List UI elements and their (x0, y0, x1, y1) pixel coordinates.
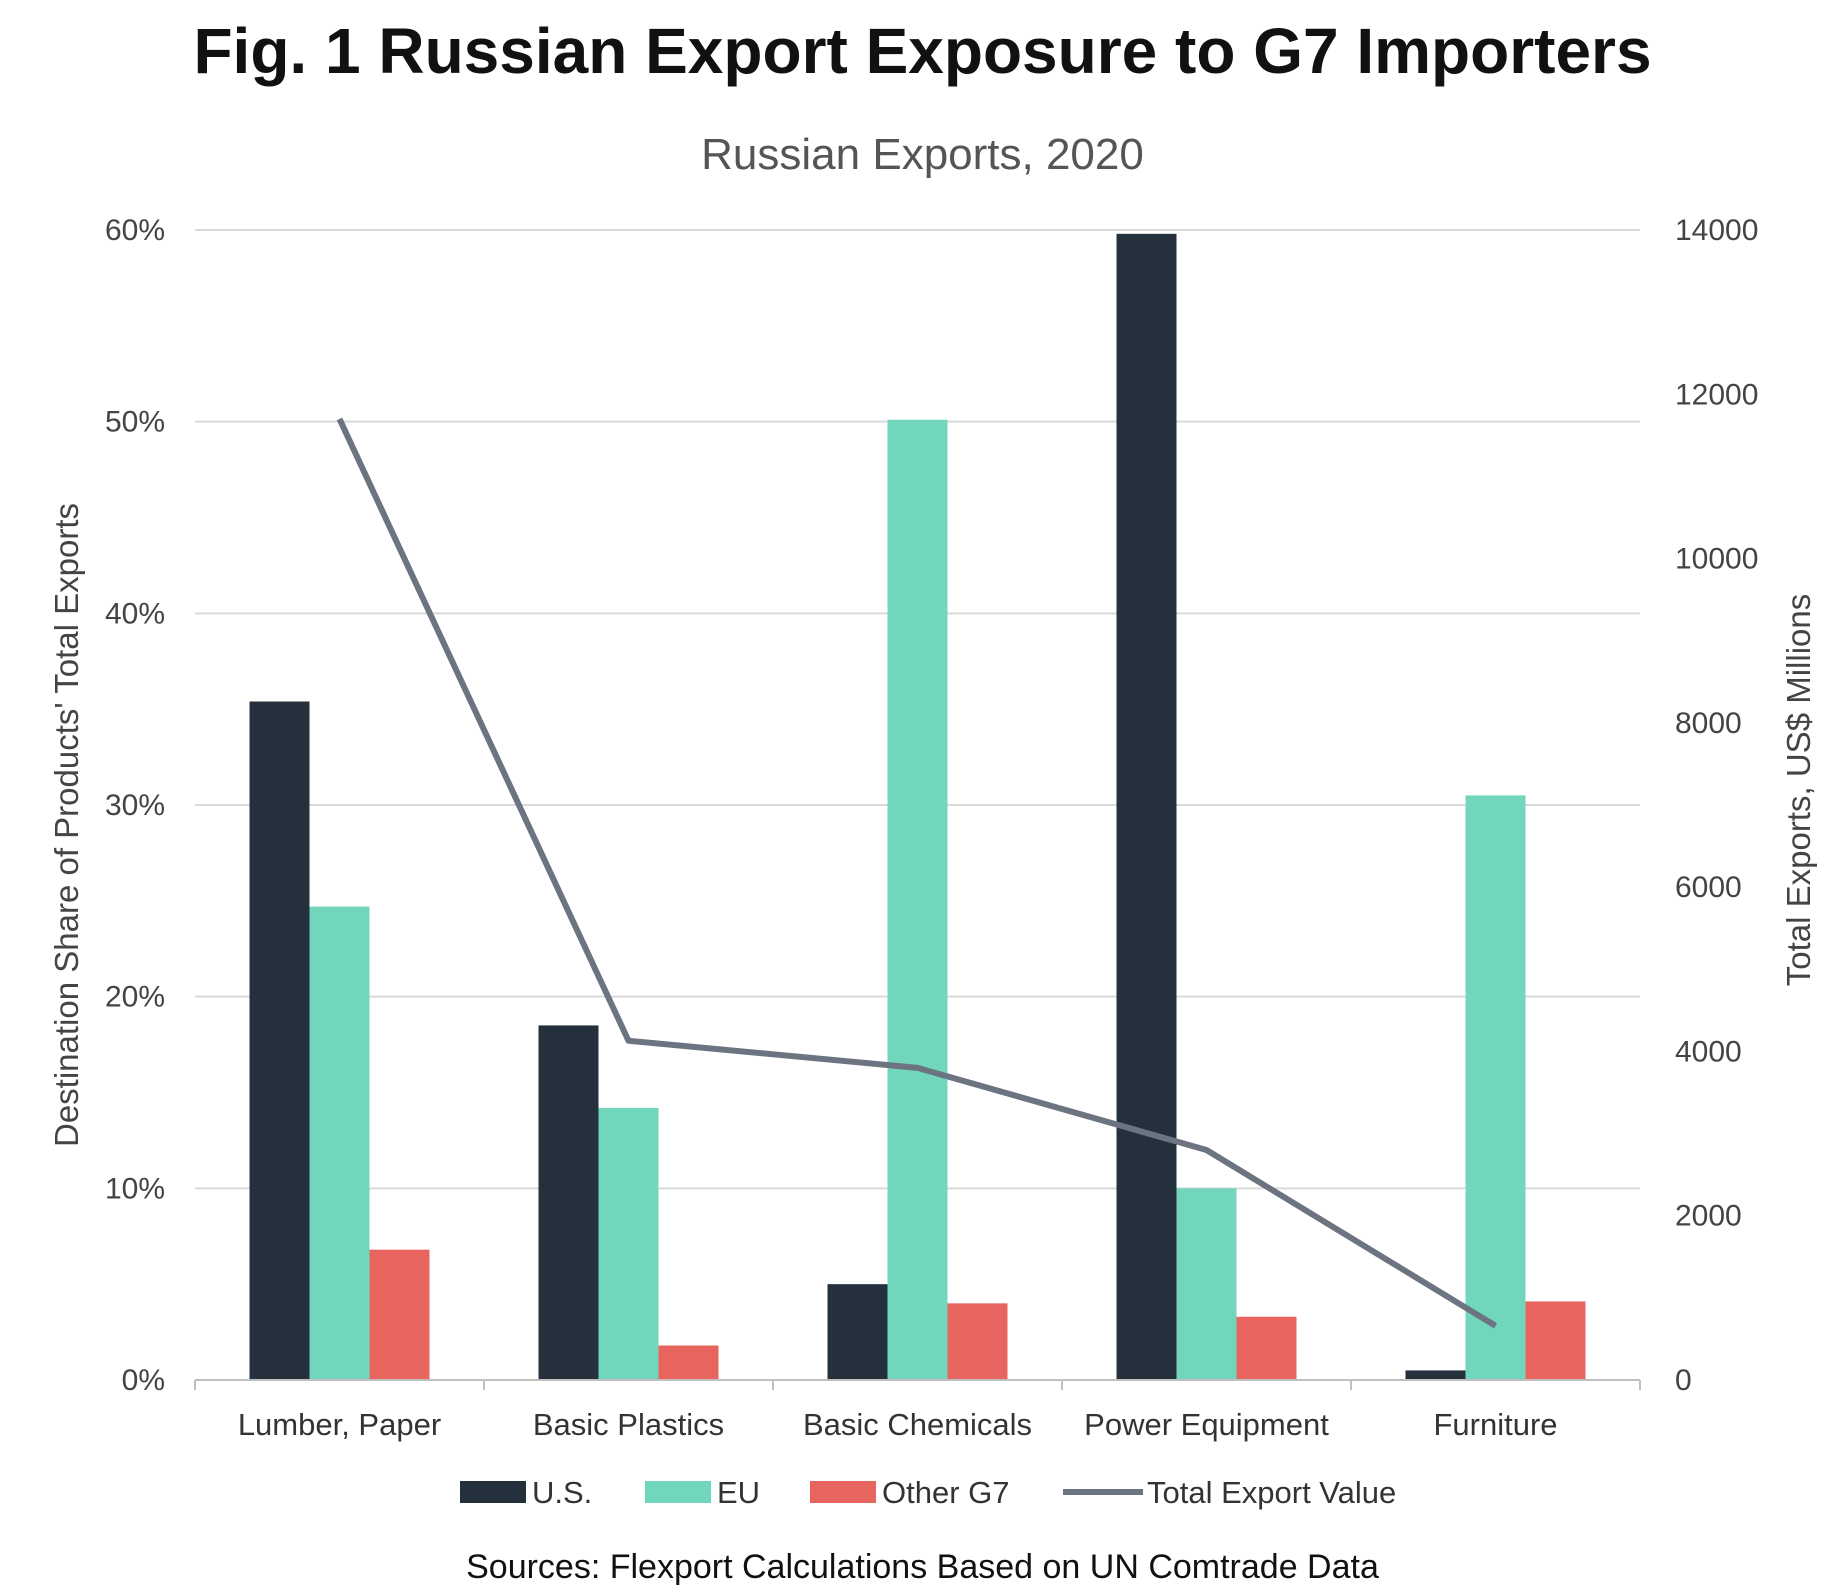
y2-axis-title: Total Exports, US$ Millions (1780, 594, 1817, 986)
x-tick-label: Basic Plastics (533, 1407, 724, 1442)
bar-u-s- (1405, 1370, 1466, 1380)
y2-tick-label: 2000 (1675, 1200, 1742, 1233)
y2-tick-label: 14000 (1675, 214, 1758, 247)
legend: U.S. EU Other G7 Total Export Value (460, 1475, 1396, 1510)
bar-other-g7 (947, 1303, 1008, 1380)
bar-other-g7 (369, 1249, 430, 1380)
y-tick-label: 30% (105, 789, 165, 822)
y2-tick-label: 4000 (1675, 1035, 1742, 1068)
bar-u-s- (1116, 233, 1177, 1380)
y-tick-label: 20% (105, 981, 165, 1014)
y2-tick-label: 8000 (1675, 707, 1742, 740)
legend-total-export-value-label: Total Export Value (1147, 1475, 1396, 1510)
legend-eu-swatch (645, 1481, 711, 1503)
y2-tick-label: 6000 (1675, 871, 1742, 904)
figure-title: Fig. 1 Russian Export Exposure to G7 Imp… (193, 15, 1652, 87)
y2-tick-label: 0 (1675, 1364, 1692, 1397)
y-tick-label: 40% (105, 597, 165, 630)
y-tick-label: 0% (122, 1364, 165, 1397)
line-total-export-value (336, 417, 1498, 1329)
chart-subtitle: Russian Exports, 2020 (701, 130, 1144, 179)
source-note: Sources: Flexport Calculations Based on … (466, 1548, 1379, 1586)
y-axis-title: Destination Share of Products' Total Exp… (48, 503, 85, 1147)
bar-eu (1176, 1188, 1237, 1380)
bar-other-g7 (658, 1345, 719, 1380)
bar-other-g7 (1525, 1301, 1586, 1380)
bars (249, 233, 1586, 1380)
y-tick-label: 60% (105, 214, 165, 247)
y-tick-label: 10% (105, 1172, 165, 1205)
y2-tick-label: 12000 (1675, 378, 1758, 411)
bar-eu (309, 906, 370, 1380)
x-tick-label: Furniture (1433, 1407, 1557, 1442)
bar-u-s- (538, 1025, 599, 1380)
bar-u-s- (249, 701, 310, 1380)
legend-other-g7-swatch (810, 1481, 876, 1503)
bar-eu (887, 419, 948, 1380)
bar-eu (598, 1107, 659, 1380)
bar-eu (1465, 795, 1526, 1380)
x-tick-label: Lumber, Paper (238, 1407, 441, 1442)
bar-u-s- (827, 1284, 888, 1380)
bar-other-g7 (1236, 1316, 1297, 1380)
axes: 0% 10% 20% 30% 40% 50% 60% 0 2000 4000 6000 8000 100… (48, 214, 1817, 1442)
y-tick-label: 50% (105, 406, 165, 439)
legend-u-s--label: U.S. (532, 1475, 592, 1510)
legend-u-s--swatch (460, 1481, 526, 1503)
legend-other-g7-label: Other G7 (882, 1475, 1010, 1510)
line-series (336, 417, 1498, 1329)
y2-tick-label: 10000 (1675, 543, 1758, 576)
legend-eu-label: EU (717, 1475, 760, 1510)
x-tick-label: Power Equipment (1084, 1407, 1329, 1442)
x-tick-label: Basic Chemicals (803, 1407, 1032, 1442)
